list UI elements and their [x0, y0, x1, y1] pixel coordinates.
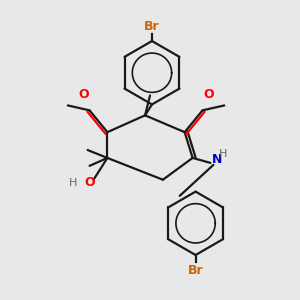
Text: H: H [219, 149, 228, 159]
Text: O: O [203, 88, 214, 101]
Text: N: N [212, 153, 222, 167]
Text: O: O [78, 88, 89, 101]
Text: H: H [69, 178, 78, 188]
Text: Br: Br [144, 20, 160, 33]
Text: Br: Br [188, 264, 203, 277]
Text: O: O [84, 176, 95, 189]
